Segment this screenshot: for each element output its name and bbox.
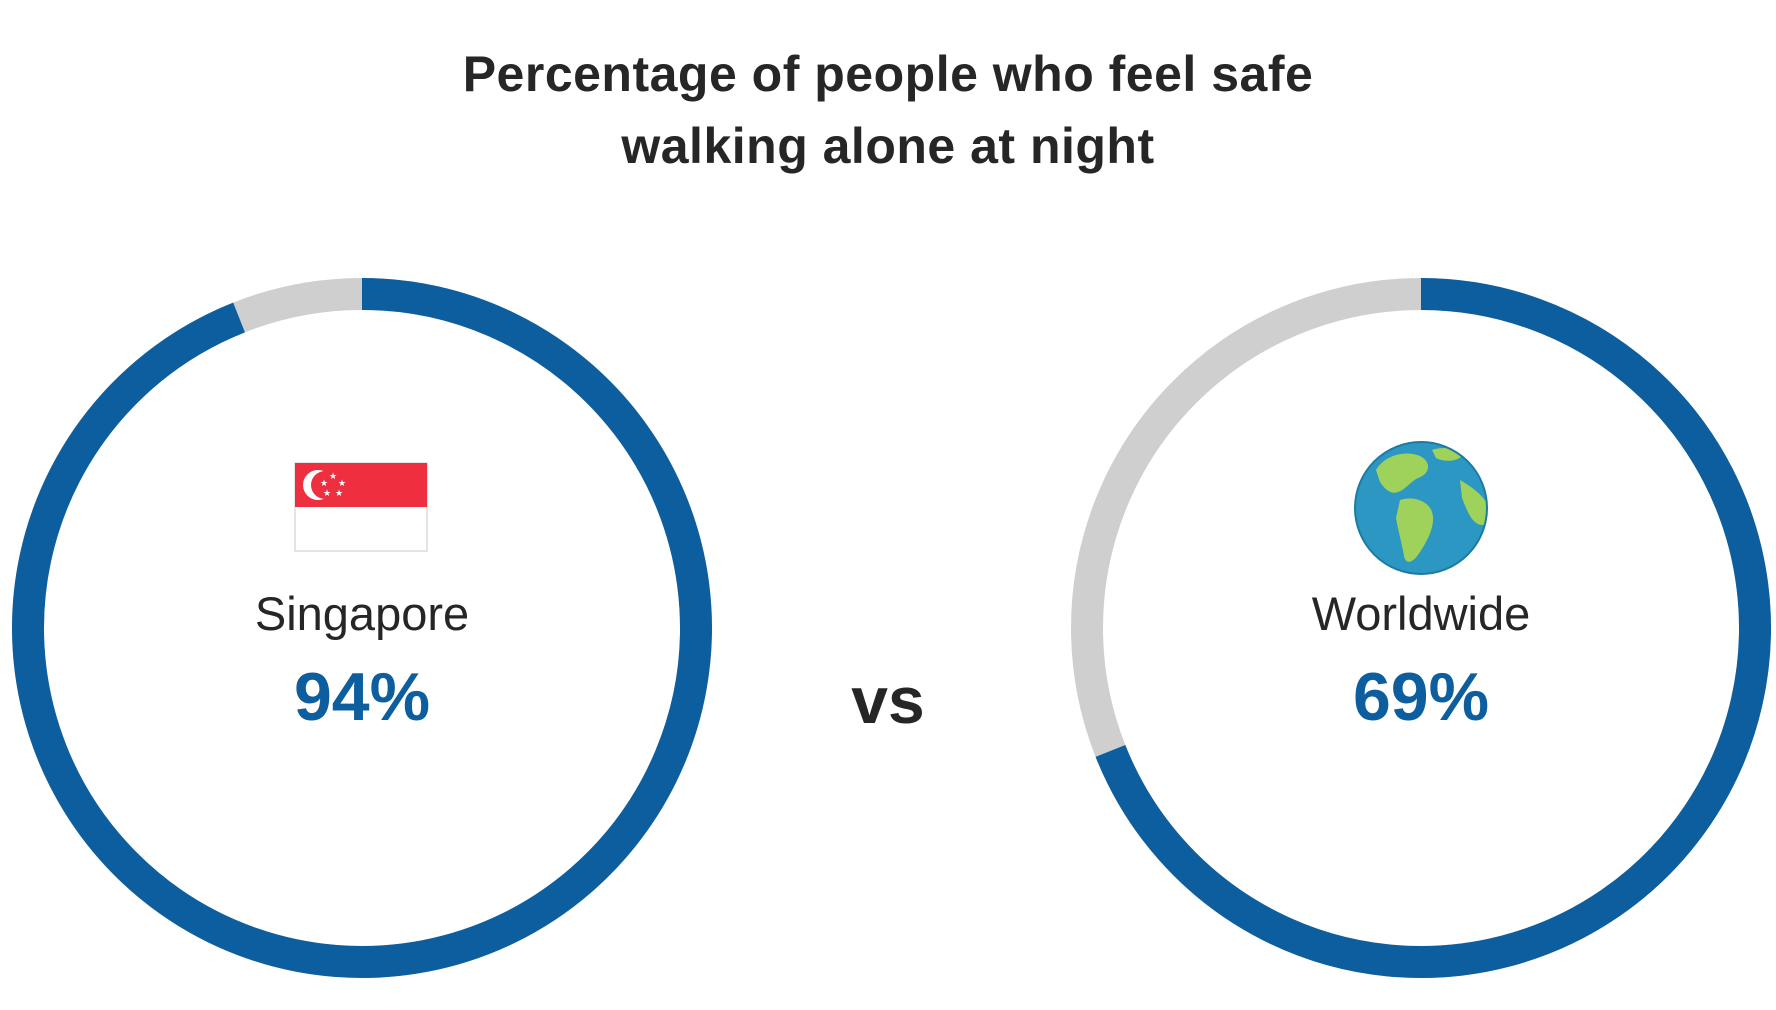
donut-worldwide-arc	[1095, 278, 1771, 978]
donut-singapore: ★ ★ ★ ★ ★ Singapore 94%	[12, 278, 712, 978]
donut-worldwide-value: 69%	[1353, 659, 1489, 735]
chart-title-line-2: walking alone at night	[621, 118, 1155, 174]
chart-title: Percentage of people who feel safe walki…	[0, 38, 1776, 182]
singapore-flag-icon: ★ ★ ★ ★ ★	[294, 462, 428, 552]
svg-text:★: ★	[323, 489, 331, 499]
donut-singapore-arc	[12, 278, 712, 978]
globe-icon	[1354, 441, 1488, 575]
svg-text:★: ★	[329, 472, 337, 482]
donut-worldwide: Worldwide 69%	[1071, 278, 1771, 978]
donut-singapore-value: 94%	[294, 659, 430, 735]
svg-text:★: ★	[320, 479, 328, 489]
svg-text:★: ★	[338, 479, 346, 489]
donut-worldwide-label: Worldwide	[1312, 587, 1531, 640]
comparison-vs-label: vs	[851, 663, 925, 737]
donut-singapore-label: Singapore	[255, 587, 469, 640]
chart-title-line-1: Percentage of people who feel safe	[462, 46, 1314, 102]
svg-text:★: ★	[335, 489, 343, 499]
